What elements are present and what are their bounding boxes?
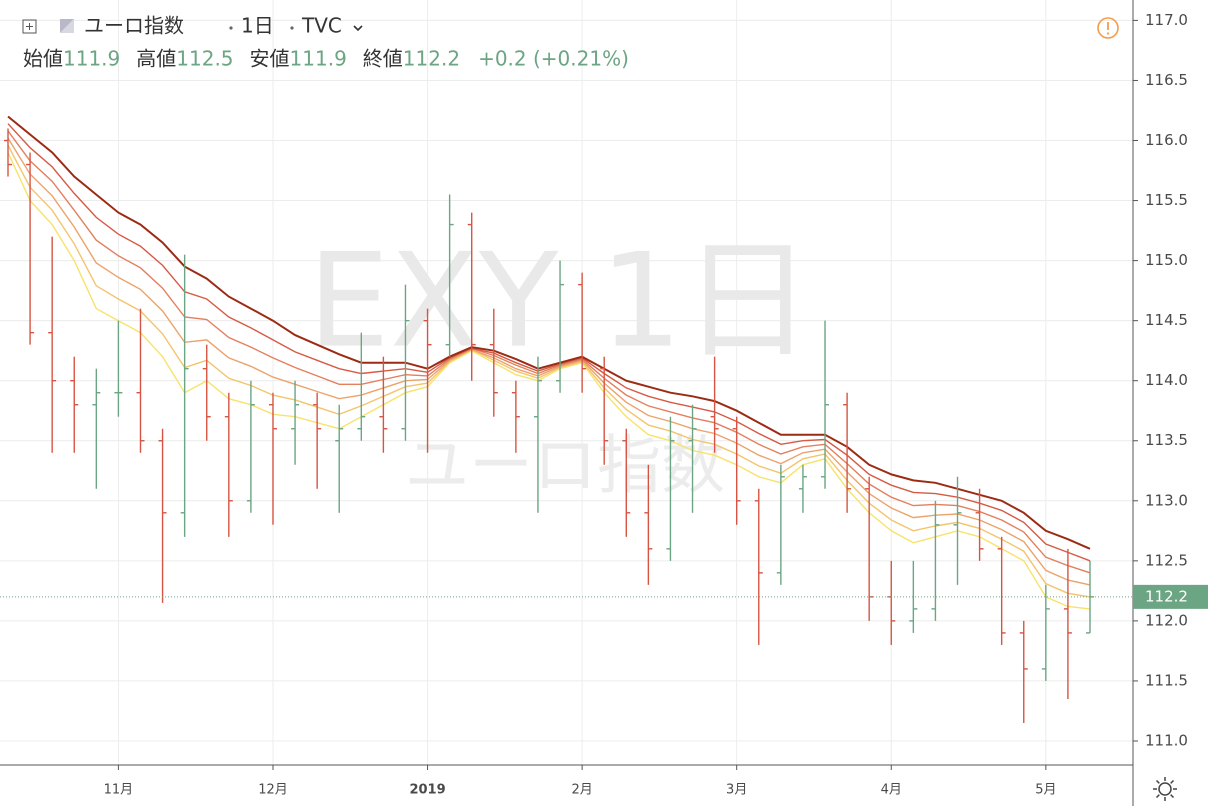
- y-tick-label: 116.0: [1145, 131, 1188, 149]
- y-tick-label: 112.0: [1145, 611, 1188, 629]
- y-tick-label: 114.0: [1145, 371, 1188, 389]
- settings-icon[interactable]: [1153, 777, 1177, 801]
- y-tick-label: 113.0: [1145, 491, 1188, 509]
- interval: 1日: [241, 14, 274, 38]
- change: +0.2 (+0.21%): [478, 47, 629, 71]
- ohlc-value: 111.9: [63, 47, 120, 71]
- x-tick-label: 4月: [881, 783, 902, 798]
- ma-line: [7, 137, 1091, 586]
- y-tick-label: 111.5: [1145, 671, 1188, 689]
- last-price-label: 112.2: [1145, 587, 1188, 605]
- grid: [0, 0, 1133, 765]
- alert-icon: [1106, 32, 1110, 35]
- ohlc-value: 112.5: [176, 47, 233, 71]
- settings-icon: [1158, 782, 1172, 796]
- alert-icon[interactable]: [1097, 17, 1119, 39]
- y-tick-label: 117.0: [1145, 11, 1188, 29]
- x-tick-label: 2月: [571, 783, 592, 798]
- ohlc-bars: [4, 128, 1094, 723]
- symbol-title: ユーロ指数: [84, 14, 184, 38]
- ohlc-label: 高値: [136, 47, 176, 71]
- ohlc-label: 終値: [363, 47, 403, 71]
- y-tick-label: 112.5: [1145, 551, 1188, 569]
- ohlc-value: 112.2: [403, 47, 460, 71]
- y-tick-label: 115.5: [1145, 191, 1188, 209]
- x-tick-label: 5月: [1035, 783, 1056, 798]
- ma-line: [7, 130, 1091, 574]
- y-tick-label: 114.5: [1145, 311, 1188, 329]
- source[interactable]: TVC: [301, 14, 342, 38]
- dropdown-icon[interactable]: [353, 25, 363, 32]
- x-tick-label: 11月: [104, 783, 134, 798]
- ma-ribbon: [7, 115, 1091, 610]
- y-tick-label: 111.0: [1145, 731, 1188, 749]
- ma-line: [7, 115, 1091, 550]
- y-tick-label: 116.5: [1145, 71, 1188, 89]
- ma-line: [7, 123, 1091, 562]
- y-tick-label: 113.5: [1145, 431, 1188, 449]
- ohlc-label: 安値: [250, 47, 290, 71]
- separator: [290, 26, 294, 30]
- symbol-icon: [60, 19, 74, 33]
- last-price-box: [1133, 584, 1208, 609]
- expand-icon[interactable]: [22, 19, 37, 34]
- ohlc-value: 111.9: [290, 47, 347, 71]
- ma-line: [7, 152, 1091, 610]
- settings-icon: [1153, 777, 1177, 801]
- separator: [229, 26, 233, 30]
- x-tick-label: 12月: [258, 783, 288, 798]
- x-tick-label: 2019: [409, 783, 445, 798]
- y-tick-label: 115.0: [1145, 251, 1188, 269]
- ohlc-label: 始値: [23, 47, 63, 71]
- ohlc-header: 始値 111.9 高値 112.5 安値 111.9 終値 112.2 +0.2 (+0.21%…: [23, 47, 629, 71]
- ma-line: [7, 144, 1091, 598]
- x-tick-label: 3月: [726, 783, 747, 798]
- watermark-sub: ユーロ指数: [405, 430, 725, 504]
